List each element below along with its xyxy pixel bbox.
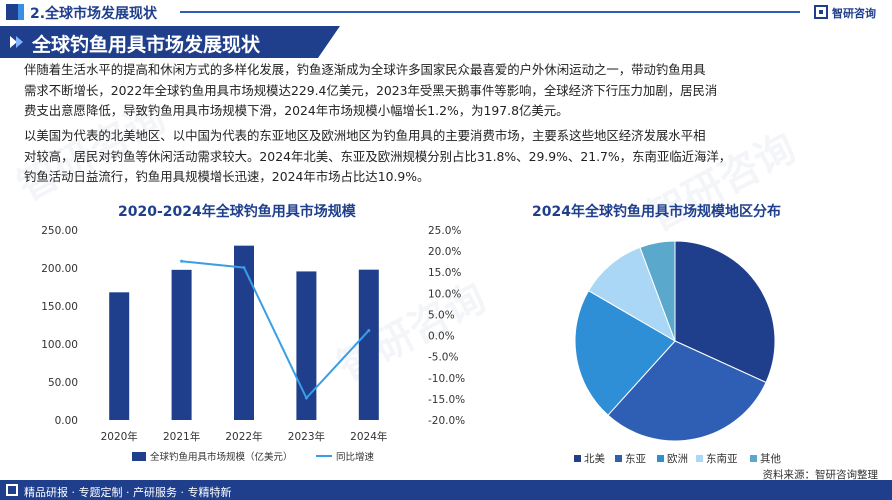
bar [234, 245, 254, 420]
growth-rate-point [304, 396, 308, 400]
x-tick-label: 2021年 [163, 430, 200, 443]
paragraph-line: 对较高，居民对钓鱼等休闲活动需求较大。2024年北美、东亚及欧洲规模分别占比31… [24, 148, 732, 164]
y-right-tick-label: 5.0% [428, 309, 455, 321]
footer-logo-icon [6, 484, 18, 496]
paragraph-line: 伴随着生活水平的提高和休闲方式的多样化发展，钓鱼逐渐成为全球许多国家民众最喜爱的… [24, 62, 706, 77]
y-right-tick-label: 20.0% [428, 246, 461, 258]
paragraph-line: 钓鱼活动日益流行，钓鱼用具规模增长迅速，2024年市场占比达10.9%。 [24, 169, 430, 184]
legend-label-line: 同比增速 [336, 451, 375, 463]
section-title: 2.全球市场发展现状 [30, 6, 158, 22]
pie-slice [674, 240, 776, 384]
growth-rate-line [181, 260, 370, 400]
legend-swatch-bar [132, 452, 146, 461]
growth-rate-point [180, 259, 184, 263]
growth-rate-point [367, 328, 371, 332]
logo-icon [814, 5, 828, 19]
pie-slice [639, 240, 676, 342]
bar [109, 292, 130, 420]
y-right-tick-label: -10.0% [428, 373, 465, 385]
source-note: 资料来源：智研咨询整理 [762, 469, 879, 481]
legend-label: 北美 [584, 452, 605, 465]
legend-label: 其他 [760, 452, 781, 465]
legend-swatch [574, 455, 581, 462]
pie-slice [607, 340, 767, 442]
legend-label: 欧洲 [667, 453, 688, 465]
paragraph-line: 需求不断增长，2022年全球钓鱼用具市场规模达229.4亿美元，2023年受黑天… [24, 82, 718, 98]
legend-swatch [615, 455, 622, 462]
y-right-tick-label: 0.0% [428, 331, 455, 343]
y-left-tick-label: 150.00 [41, 301, 78, 313]
legend-label: 东亚 [625, 452, 646, 465]
regional-distribution-chart: 北美 东亚 欧洲 东南亚 其他 [574, 240, 781, 465]
y-right-tick-label: -20.0% [428, 415, 465, 427]
x-tick-label: 2023年 [288, 430, 325, 443]
y-right-tick-label: 10.0% [428, 288, 461, 300]
y-left-tick-label: 200.00 [41, 263, 78, 275]
x-tick-label: 2024年 [350, 430, 387, 443]
paragraph-line: 费支出意愿降低，导致钓鱼用具市场规模下滑，2024年市场规模小幅增长1.2%，为… [24, 103, 569, 118]
pie-slice [587, 246, 676, 343]
market-size-chart: 0.00 50.00 100.00 150.00 200.00 250.00 -20.0% -… [41, 225, 465, 463]
footer-services: 精品研报 · 专题定制 · 产研服务 · 专精特新 [24, 486, 232, 499]
x-tick-label: 2022年 [225, 430, 262, 443]
legend-swatch [696, 455, 703, 462]
y-left-tick-label: 100.00 [41, 339, 78, 351]
x-tick-label: 2020年 [101, 430, 138, 443]
y-right-tick-label: -15.0% [428, 394, 465, 406]
pie-slice [574, 289, 676, 416]
paragraph-regional: 以美国为代表的北美地区、以中国为代表的东亚地区及欧洲地区为钓鱼用具的主要消费市场… [24, 126, 876, 188]
header-divider [180, 11, 800, 13]
legend-swatch [750, 455, 757, 462]
bar-chart-title: 2020-2024年全球钓鱼用具市场规模 [118, 204, 356, 220]
legend-swatch [657, 455, 664, 462]
bar [171, 269, 192, 420]
footer-bar [0, 480, 892, 500]
y-right-tick-label: -5.0% [428, 352, 458, 364]
banner-tail [318, 26, 340, 58]
legend-label-bar: 全球钓鱼用具市场规模（亿美元） [150, 451, 293, 463]
y-left-tick-label: 250.00 [41, 225, 78, 237]
banner-title: 全球钓鱼用具市场发展现状 [32, 34, 261, 56]
paragraph-market-size: 伴随着生活水平的提高和休闲方式的多样化发展，钓鱼逐渐成为全球许多国家民众最喜爱的… [24, 60, 876, 122]
y-left-tick-label: 50.00 [48, 377, 78, 389]
growth-rate-point [242, 266, 246, 270]
y-right-tick-label: 25.0% [428, 225, 461, 237]
section-banner [0, 26, 318, 58]
bar [358, 269, 379, 420]
pie-chart-title: 2024年全球钓鱼用具市场规模地区分布 [532, 204, 781, 220]
bar [296, 271, 317, 420]
y-left-tick-label: 0.00 [55, 415, 78, 427]
brand-logo: 智研咨询 [832, 7, 876, 20]
double-arrow-icon [10, 36, 24, 48]
legend-label: 东南亚 [706, 452, 738, 465]
header-accent [18, 4, 24, 20]
paragraph-line: 以美国为代表的北美地区、以中国为代表的东亚地区及欧洲地区为钓鱼用具的主要消费市场… [24, 128, 706, 143]
y-right-tick-label: 15.0% [428, 267, 461, 279]
